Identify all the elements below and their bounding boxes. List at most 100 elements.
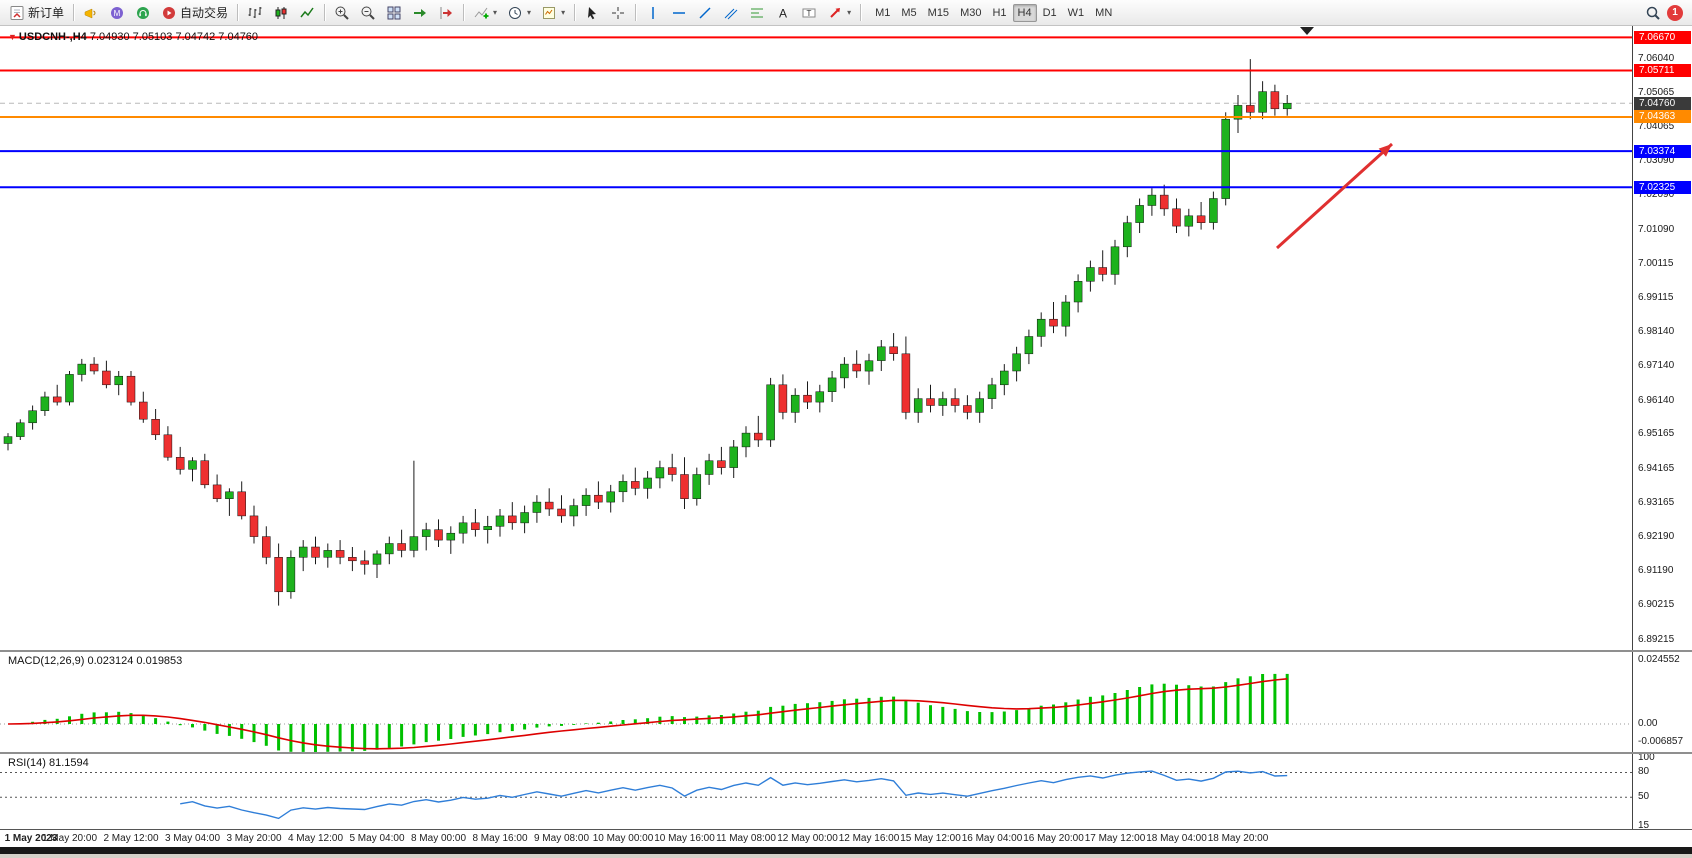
price-tick: 7.06040 — [1638, 53, 1675, 65]
vertical-line-button[interactable] — [641, 1, 665, 25]
crosshair-button[interactable] — [606, 1, 630, 25]
time-label: 8 May 16:00 — [472, 833, 528, 844]
trend-arrow-annotation[interactable] — [1275, 142, 1394, 250]
arrow-tool-icon — [830, 7, 841, 18]
chart-shift-button[interactable] — [434, 1, 458, 25]
time-label: 12 May 00:00 — [777, 833, 838, 844]
price-tick: 6.89215 — [1638, 633, 1675, 645]
separator — [237, 4, 239, 21]
pane-divider[interactable] — [0, 650, 1692, 652]
rsi-tick: 100 — [1638, 752, 1655, 763]
horizontal-line-button[interactable] — [667, 1, 691, 25]
cursor-icon — [588, 6, 597, 19]
new-order-icon — [10, 5, 24, 20]
line-chart-button[interactable] — [295, 1, 319, 25]
timeframe-button-d1[interactable]: D1 — [1042, 6, 1057, 19]
channel-button[interactable] — [719, 1, 743, 25]
symbol-timeframe-label: USDCNH-,H4 — [18, 31, 87, 43]
time-label: 3 May 20:00 — [226, 833, 282, 844]
notification-badge[interactable]: 1 — [1667, 4, 1683, 21]
svg-text:M: M — [114, 9, 121, 18]
tile-windows-button[interactable] — [382, 1, 406, 25]
announcement-button[interactable] — [79, 1, 103, 25]
hline-price-label[interactable]: 7.02325 — [1634, 180, 1691, 194]
chart-shift-marker-icon[interactable] — [1300, 27, 1314, 35]
time-label: 16 May 04:00 — [961, 833, 1023, 844]
price-tick: 7.03090 — [1638, 154, 1675, 166]
time-label: 10 May 00:00 — [592, 833, 654, 844]
time-label: 1 May 2023 — [4, 833, 58, 844]
periods-button[interactable]: ▾ — [503, 1, 535, 25]
symbol-marker-icon: ▼ — [8, 32, 17, 42]
equidistant-channel-icon — [724, 8, 738, 19]
chevron-down-icon: ▾ — [527, 8, 532, 17]
community-button[interactable]: M — [105, 1, 129, 25]
rsi-line — [180, 770, 1288, 820]
candles-layer — [3, 59, 1292, 606]
zoom-out-icon — [361, 6, 375, 20]
timeframe-button-m30[interactable]: M30 — [960, 6, 982, 19]
chevron-down-icon: ▾ — [847, 8, 852, 17]
time-label: 18 May 20:00 — [1207, 833, 1269, 844]
timeframe-button-h4[interactable]: H4 — [1012, 3, 1037, 22]
zoom-out-button[interactable] — [356, 1, 380, 25]
timeframe-button-h1[interactable]: H1 — [992, 6, 1007, 19]
fibonacci-icon — [751, 8, 764, 17]
price-tick: 6.97140 — [1638, 360, 1675, 372]
templates-button[interactable]: ▾ — [537, 1, 569, 25]
chart-shift-icon — [440, 6, 453, 19]
tile-windows-icon — [387, 6, 401, 19]
trendline-button[interactable] — [693, 1, 717, 25]
text-label-icon: T — [802, 8, 816, 17]
rsi-tick: 15 — [1638, 820, 1650, 831]
rsi-tick: 80 — [1638, 766, 1650, 778]
macd-pane-canvas[interactable] — [0, 652, 1632, 752]
hline-price-label[interactable]: 7.04363 — [1634, 110, 1691, 124]
new-order-label: 新订单 — [28, 6, 65, 20]
hline-price-label[interactable]: 7.05711 — [1634, 63, 1691, 77]
trendline-icon — [699, 6, 711, 19]
bottom-divider — [0, 847, 1692, 854]
search-icon[interactable] — [1645, 5, 1661, 21]
text-button[interactable]: A — [771, 1, 795, 25]
algo-trading-icon — [163, 6, 176, 19]
timeframe-button-m15[interactable]: M15 — [927, 6, 950, 19]
timeframe-button-m5[interactable]: M5 — [901, 6, 917, 19]
algo-trading-button[interactable]: 自动交易 — [157, 1, 232, 25]
pane-divider[interactable] — [0, 752, 1692, 754]
cursor-button[interactable] — [580, 1, 604, 25]
macd-tick: -0.006857 — [1638, 735, 1684, 747]
rsi-pane-canvas[interactable] — [0, 754, 1632, 828]
time-label: 1 May 20:00 — [41, 833, 98, 844]
price-tick: 7.02090 — [1638, 189, 1675, 201]
auto-scroll-button[interactable] — [408, 1, 432, 25]
timeframe-toolbar: M1 M5 M15 M30 H1 H4 D1 W1 MN — [870, 3, 1117, 22]
zoom-in-button[interactable] — [330, 1, 354, 25]
candlestick-chart-icon — [275, 6, 287, 19]
hline-price-label[interactable]: 7.06670 — [1634, 30, 1691, 44]
label-button[interactable]: T — [797, 1, 821, 25]
hline-price-label[interactable]: 7.03374 — [1634, 144, 1691, 158]
support-button[interactable] — [131, 1, 155, 25]
macd-tick: 0.024552 — [1638, 654, 1680, 665]
megaphone-icon — [84, 8, 96, 18]
main-chart-canvas[interactable] — [0, 26, 1632, 650]
price-axis[interactable]: 7.06040 7.05065 7.04065 7.03090 7.02090 7.010… — [1632, 26, 1692, 831]
fibonacci-button[interactable] — [745, 1, 769, 25]
candlestick-chart-button[interactable] — [269, 1, 293, 25]
time-axis[interactable]: 1 May 2023 1 May 20:00 2 May 12:00 3 May 04… — [0, 829, 1692, 847]
bars-chart-button[interactable] — [243, 1, 267, 25]
arrows-tool-button[interactable]: ▾ — [823, 1, 855, 25]
trend-arrow-head — [1378, 144, 1392, 157]
timeframe-button-w1[interactable]: W1 — [1067, 6, 1085, 19]
separator — [73, 4, 75, 21]
timeframe-button-m1[interactable]: M1 — [875, 6, 891, 19]
new-order-button[interactable]: 新订单 — [5, 1, 68, 25]
price-tick: 6.90215 — [1638, 599, 1675, 611]
time-label: 18 May 04:00 — [1146, 833, 1207, 844]
indicators-button[interactable]: ▾ — [469, 1, 501, 25]
chevron-down-icon: ▾ — [561, 8, 566, 17]
zoom-in-icon — [335, 6, 349, 20]
price-tick: 6.98140 — [1638, 325, 1675, 337]
timeframe-button-mn[interactable]: MN — [1095, 6, 1113, 19]
